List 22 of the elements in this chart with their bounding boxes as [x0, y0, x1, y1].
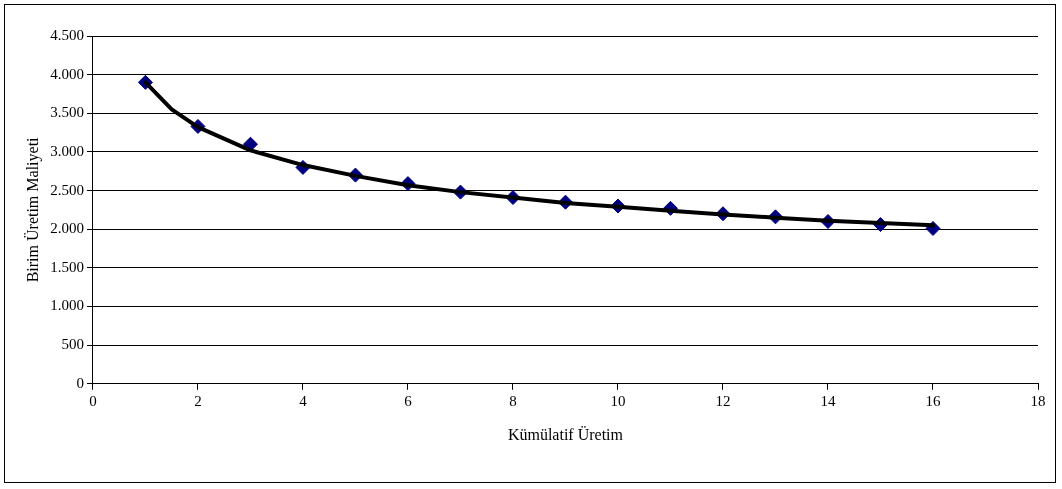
x-axis-title: Kümülatif Üretim: [507, 425, 624, 443]
y-tick-label: 1.500: [50, 258, 84, 275]
x-tick-label: 2: [194, 392, 202, 409]
x-tick-label: 8: [509, 392, 517, 409]
x-tick-label: 16: [925, 392, 941, 409]
y-tick-label: 3.000: [50, 142, 84, 159]
y-tick-label: 3.500: [50, 104, 84, 121]
y-tick-label: 4.500: [50, 26, 84, 43]
x-tick-label: 0: [89, 392, 97, 409]
x-tick-label: 4: [299, 392, 308, 409]
x-tick-label: 6: [404, 392, 413, 409]
x-tick-label: 10: [610, 392, 626, 409]
x-tick-label: 14: [820, 392, 836, 409]
x-tick-label: 18: [1030, 392, 1046, 409]
y-tick-label: 4.000: [50, 65, 84, 82]
y-tick-label: 2.500: [50, 181, 84, 198]
y-axis-title: Birim Üretim Maliyeti: [23, 136, 42, 283]
y-tick-label: 0: [76, 374, 84, 391]
x-tick-label: 12: [715, 392, 731, 409]
y-tick-label: 500: [61, 336, 84, 353]
y-tick-label: 2.000: [50, 220, 84, 237]
y-tick-label: 1.000: [50, 297, 84, 314]
